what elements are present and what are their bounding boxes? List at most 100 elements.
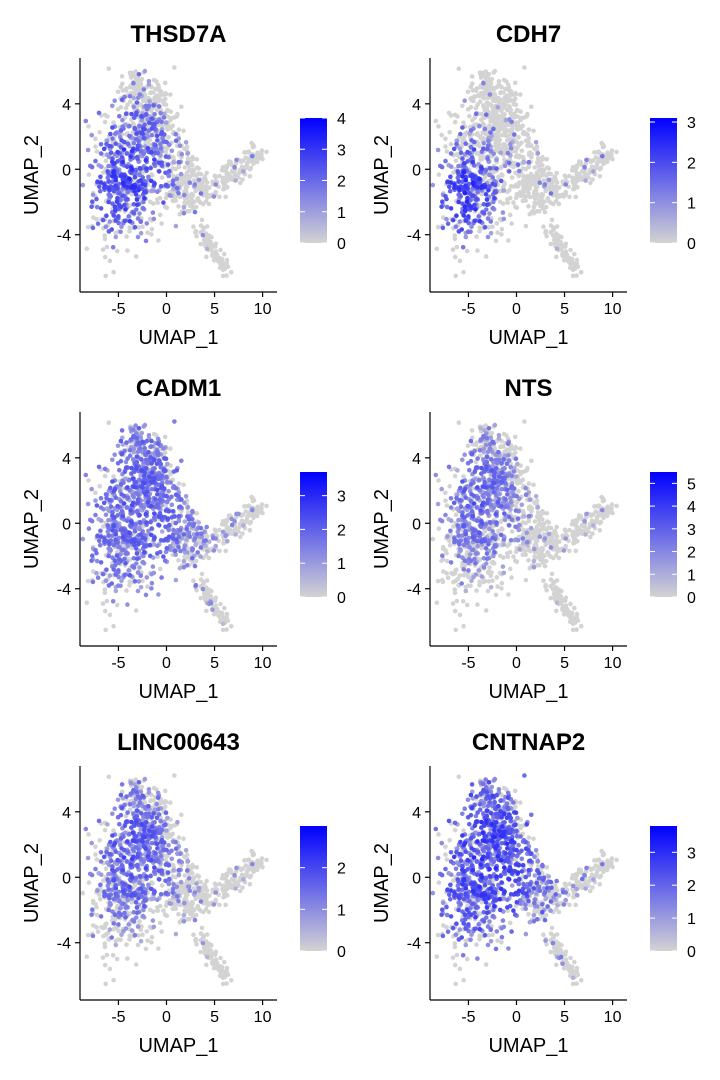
cell-point — [121, 527, 126, 533]
cell-point — [110, 513, 115, 519]
cell-point — [499, 84, 504, 90]
cell-point — [506, 592, 511, 597]
cell-point — [138, 219, 143, 224]
cell-point — [583, 532, 588, 537]
colorbar-tick-label: 2 — [337, 522, 346, 539]
cell-point — [173, 198, 178, 203]
cell-point — [93, 498, 98, 503]
cell-point — [595, 503, 600, 509]
cell-point — [108, 131, 113, 137]
cell-point — [570, 529, 576, 535]
cell-point — [433, 118, 439, 124]
cell-point — [193, 582, 199, 588]
cell-point — [104, 141, 109, 147]
cell-point — [129, 520, 135, 525]
cell-point — [121, 147, 127, 152]
cell-point — [468, 128, 474, 133]
cell-point — [533, 539, 539, 545]
cell-point — [593, 509, 599, 514]
cell-point — [526, 481, 532, 486]
cell-point — [529, 151, 535, 157]
cell-point — [153, 126, 158, 132]
cell-point — [192, 563, 198, 569]
cell-point — [444, 204, 450, 210]
cell-point — [167, 193, 172, 198]
cell-point — [553, 188, 558, 193]
x-tick-label: 0 — [162, 301, 171, 318]
cell-point — [435, 578, 441, 584]
cell-point — [165, 107, 170, 113]
cell-point — [509, 221, 514, 226]
cell-point — [488, 230, 494, 236]
cell-point — [440, 225, 446, 231]
cell-point — [507, 212, 513, 218]
cell-point — [122, 469, 128, 475]
cell-point — [525, 111, 530, 117]
cell-point — [542, 209, 548, 215]
y-tick-label: 0 — [62, 516, 71, 533]
cell-point — [465, 107, 471, 112]
cell-point — [221, 183, 227, 189]
cell-point — [132, 528, 138, 534]
cell-point — [485, 234, 491, 240]
cell-point — [449, 164, 454, 169]
cell-point — [163, 456, 169, 462]
cell-point — [604, 159, 610, 165]
cell-point — [118, 458, 124, 464]
cell-point — [600, 154, 605, 159]
cell-point — [161, 115, 167, 120]
cell-point — [471, 193, 476, 198]
cell-point — [552, 528, 558, 534]
cell-point — [149, 503, 154, 509]
cell-point — [477, 94, 483, 99]
cell-point — [110, 179, 115, 184]
cell-point — [222, 605, 227, 611]
cell-point — [145, 500, 151, 505]
cell-point — [123, 88, 129, 93]
cell-point — [448, 113, 454, 118]
cell-point — [484, 100, 490, 106]
cell-point — [249, 494, 254, 500]
cell-point — [170, 532, 176, 537]
point-layer — [430, 65, 619, 279]
cell-point — [502, 163, 508, 169]
cell-point — [548, 577, 554, 582]
cell-point — [264, 149, 269, 155]
cell-point — [127, 579, 132, 584]
cell-point — [456, 163, 461, 169]
cell-point — [498, 178, 504, 184]
cell-point — [508, 145, 514, 151]
cell-point — [90, 225, 96, 231]
cell-point — [240, 531, 245, 536]
point-layer — [80, 65, 269, 279]
cell-point — [200, 227, 206, 233]
cell-point — [97, 538, 102, 544]
x-tick-label: 5 — [210, 655, 219, 672]
cell-point — [103, 158, 109, 164]
cell-point — [108, 150, 114, 155]
cell-point — [514, 205, 520, 211]
cell-point — [546, 177, 552, 183]
cell-point — [134, 551, 140, 556]
cell-point — [148, 532, 154, 538]
cell-point — [142, 127, 147, 132]
cell-point — [132, 174, 138, 180]
cell-point — [506, 238, 511, 243]
cell-point — [155, 543, 160, 549]
cell-point — [213, 543, 218, 549]
cell-point — [155, 189, 160, 195]
cell-point — [474, 196, 480, 202]
cell-point — [544, 511, 550, 516]
cell-point — [488, 130, 493, 135]
cell-point — [97, 188, 103, 194]
cell-point — [149, 226, 155, 232]
colorbar-tick-label: 4 — [337, 111, 346, 128]
cell-point — [236, 175, 241, 180]
cell-point — [534, 144, 540, 149]
cell-point — [451, 524, 456, 529]
cell-point — [517, 168, 522, 174]
cell-point — [496, 140, 501, 146]
colorbar-gradient — [650, 118, 677, 243]
cell-point — [535, 150, 541, 156]
